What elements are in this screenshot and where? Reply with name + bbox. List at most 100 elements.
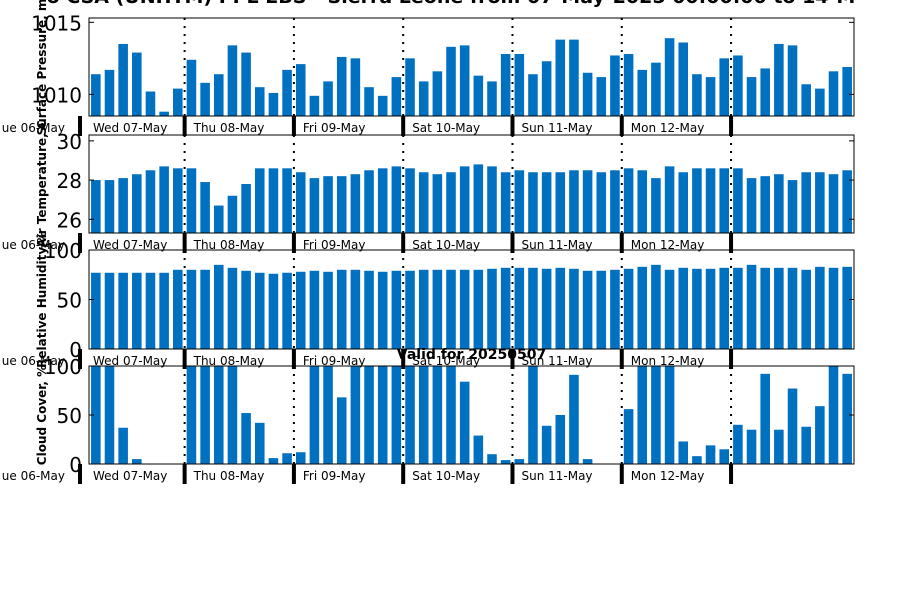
relative-humidity-bar: [815, 266, 825, 349]
air-temperature-bar: [637, 170, 648, 233]
air-temperature-bar: [309, 178, 320, 233]
air-temperature-bar: [528, 172, 538, 233]
relative-humidity-bar: [336, 269, 347, 349]
cloud-cover-bar: [733, 424, 743, 464]
surface-pressure-bar: [91, 74, 101, 116]
air-temperature-bar: [446, 172, 456, 233]
air-temperature-bar: [678, 172, 689, 233]
surface-pressure-bar: [104, 69, 115, 116]
surface-pressure-bar: [200, 82, 210, 116]
surface-pressure-bar: [678, 42, 689, 116]
air-temperature-bar: [432, 174, 443, 233]
surface-pressure-bar: [541, 61, 552, 116]
y-tick-label: 1015: [31, 11, 82, 35]
relative-humidity-bar: [678, 267, 689, 349]
relative-humidity-bar: [541, 268, 552, 349]
cloud-cover-bar: [582, 459, 593, 464]
relative-humidity-bar: [446, 269, 456, 349]
air-temperature-bar: [186, 168, 197, 233]
surface-pressure-bar: [746, 77, 757, 116]
relative-humidity-bar: [364, 270, 374, 349]
air-temperature-bar: [541, 172, 552, 233]
air-temperature-bar: [350, 174, 361, 233]
air-temperature-bar: [91, 180, 101, 233]
cloud-cover-bar: [569, 374, 579, 464]
air-temperature-bar: [364, 170, 374, 233]
relative-humidity-bar: [596, 270, 607, 349]
x-day-label: Thu 08-May: [193, 121, 265, 135]
surface-pressure-bar: [569, 39, 579, 116]
y-tick-label: 1010: [31, 83, 82, 107]
cloud-cover-bar: [214, 366, 224, 464]
y-tick-label: 50: [57, 289, 82, 313]
surface-pressure-bar: [500, 54, 511, 116]
air-temperature-bar: [555, 172, 566, 233]
cloud-cover-bar: [664, 366, 675, 464]
air-temperature-bar: [514, 170, 525, 233]
surface-pressure-ylabel: Surface Pressure, m: [35, 0, 49, 135]
y-tick-label: 28: [57, 169, 82, 193]
air-temperature-bar: [623, 168, 634, 233]
surface-pressure-bar: [760, 68, 770, 116]
x-start-label: ue 06-May: [2, 121, 65, 135]
relative-humidity-bar: [473, 269, 484, 349]
cloud-cover-bar: [377, 366, 388, 464]
x-day-label: Mon 12-May: [631, 238, 705, 252]
air-temperature-bar: [473, 164, 484, 233]
x-day-label: Sun 11-May: [521, 469, 592, 483]
air-temperature-bar: [610, 170, 620, 233]
relative-humidity-bar: [214, 264, 224, 349]
x-day-label: Sat 10-May: [412, 238, 480, 252]
air-temperature-bar: [391, 166, 402, 233]
relative-humidity-bar: [254, 272, 265, 349]
relative-humidity-bar: [610, 269, 620, 349]
cloud-cover-bar: [364, 366, 374, 464]
air-temperature-bar: [200, 182, 210, 233]
x-day-label: Fri 09-May: [303, 238, 366, 252]
air-temperature-bar: [692, 168, 702, 233]
cloud-cover-bar: [828, 366, 839, 464]
relative-humidity-bar: [774, 267, 784, 349]
air-temperature-bar: [596, 172, 607, 233]
surface-pressure-bar: [459, 45, 470, 116]
surface-pressure-bar: [145, 91, 156, 116]
surface-pressure-bar: [241, 52, 251, 116]
air-temperature-bar: [500, 172, 511, 233]
surface-pressure-bar: [173, 88, 183, 116]
cloud-cover-bar: [432, 366, 443, 464]
air-temperature-bar: [254, 168, 265, 233]
surface-pressure-bar: [282, 69, 292, 116]
cloud-cover-bar: [186, 366, 197, 464]
surface-pressure-frame: [88, 17, 855, 117]
relative-humidity-bar: [569, 268, 579, 349]
relative-humidity-bar: [241, 270, 251, 349]
relative-humidity-bar: [828, 267, 839, 349]
relative-humidity-bar: [733, 267, 743, 349]
air-temperature-bar: [104, 180, 115, 233]
cloud-cover-bar: [241, 413, 251, 464]
relative-humidity-bar: [787, 267, 798, 349]
air-temperature-bar: [173, 168, 183, 233]
relative-humidity-bar: [459, 269, 470, 349]
cloud-cover-bar: [705, 445, 716, 464]
surface-pressure-bar: [787, 45, 798, 116]
relative-humidity-bar: [528, 267, 538, 349]
surface-pressure-bar: [418, 81, 429, 116]
air-temperature-ylabel: Air Temperature, C: [35, 120, 49, 248]
cloud-cover-bar: [323, 366, 333, 464]
relative-humidity-bar: [323, 271, 333, 349]
figure-title: o CSA (UNHTM) PPL EBS - Sierra Leone fro…: [47, 0, 856, 8]
air-temperature-bar: [842, 170, 852, 233]
relative-humidity-bar: [746, 264, 757, 349]
air-temperature-bar: [733, 168, 743, 233]
cloud-cover-bar: [473, 435, 484, 464]
cloud-cover-bar: [651, 366, 661, 464]
relative-humidity-bar: [268, 273, 279, 349]
relative-humidity-bar: [705, 268, 716, 349]
cloud-cover-bar: [418, 366, 429, 464]
air-temperature-bar: [664, 166, 675, 233]
relative-humidity-bar: [145, 272, 156, 349]
x-day-label: Thu 08-May: [193, 238, 265, 252]
cloud-cover-bar: [200, 366, 210, 464]
